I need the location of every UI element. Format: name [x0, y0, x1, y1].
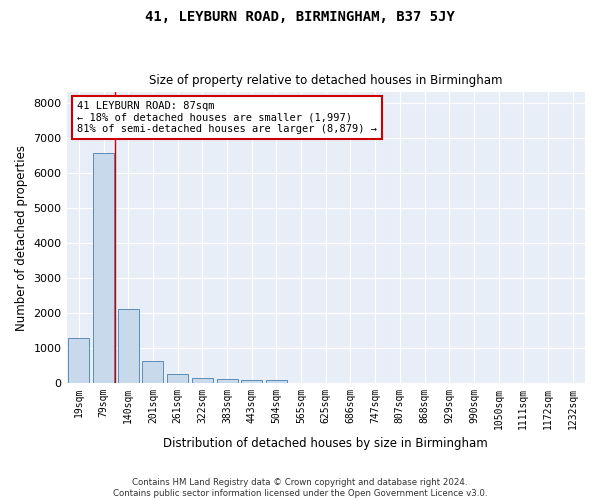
Text: 41, LEYBURN ROAD, BIRMINGHAM, B37 5JY: 41, LEYBURN ROAD, BIRMINGHAM, B37 5JY [145, 10, 455, 24]
Bar [241, 380, 262, 382]
Title: Size of property relative to detached houses in Birmingham: Size of property relative to detached ho… [149, 74, 503, 87]
Bar [93, 152, 114, 382]
Text: Contains HM Land Registry data © Crown copyright and database right 2024.
Contai: Contains HM Land Registry data © Crown c… [113, 478, 487, 498]
Bar [118, 309, 139, 382]
Bar [192, 378, 213, 382]
Bar [142, 360, 163, 382]
Bar [68, 338, 89, 382]
X-axis label: Distribution of detached houses by size in Birmingham: Distribution of detached houses by size … [163, 437, 488, 450]
Text: 41 LEYBURN ROAD: 87sqm
← 18% of detached houses are smaller (1,997)
81% of semi-: 41 LEYBURN ROAD: 87sqm ← 18% of detached… [77, 101, 377, 134]
Bar [167, 374, 188, 382]
Bar [266, 380, 287, 382]
Bar [217, 379, 238, 382]
Y-axis label: Number of detached properties: Number of detached properties [15, 144, 28, 330]
